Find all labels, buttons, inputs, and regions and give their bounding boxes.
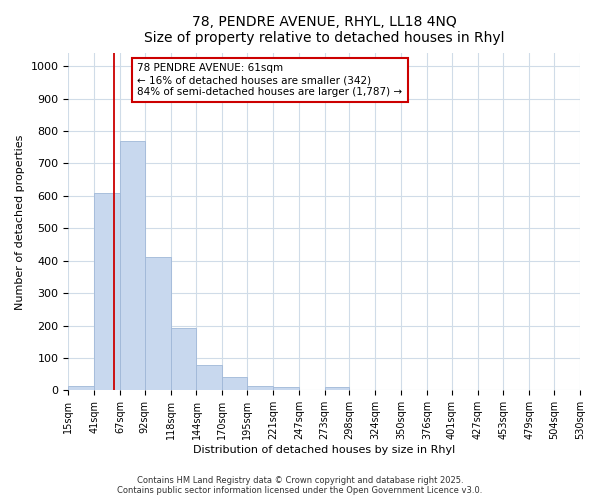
Bar <box>273 387 299 390</box>
Text: 78 PENDRE AVENUE: 61sqm
← 16% of detached houses are smaller (342)
84% of semi-d: 78 PENDRE AVENUE: 61sqm ← 16% of detache… <box>137 64 403 96</box>
Y-axis label: Number of detached properties: Number of detached properties <box>15 134 25 310</box>
Bar <box>325 387 349 390</box>
Bar <box>170 328 196 390</box>
Bar <box>222 378 247 390</box>
Bar <box>94 194 120 390</box>
Bar <box>120 141 145 390</box>
X-axis label: Distribution of detached houses by size in Rhyl: Distribution of detached houses by size … <box>193 445 455 455</box>
Bar <box>196 366 222 390</box>
Text: Contains HM Land Registry data © Crown copyright and database right 2025.
Contai: Contains HM Land Registry data © Crown c… <box>118 476 482 495</box>
Bar <box>247 386 273 390</box>
Title: 78, PENDRE AVENUE, RHYL, LL18 4NQ
Size of property relative to detached houses i: 78, PENDRE AVENUE, RHYL, LL18 4NQ Size o… <box>144 15 505 45</box>
Bar <box>145 256 170 390</box>
Bar <box>68 386 94 390</box>
